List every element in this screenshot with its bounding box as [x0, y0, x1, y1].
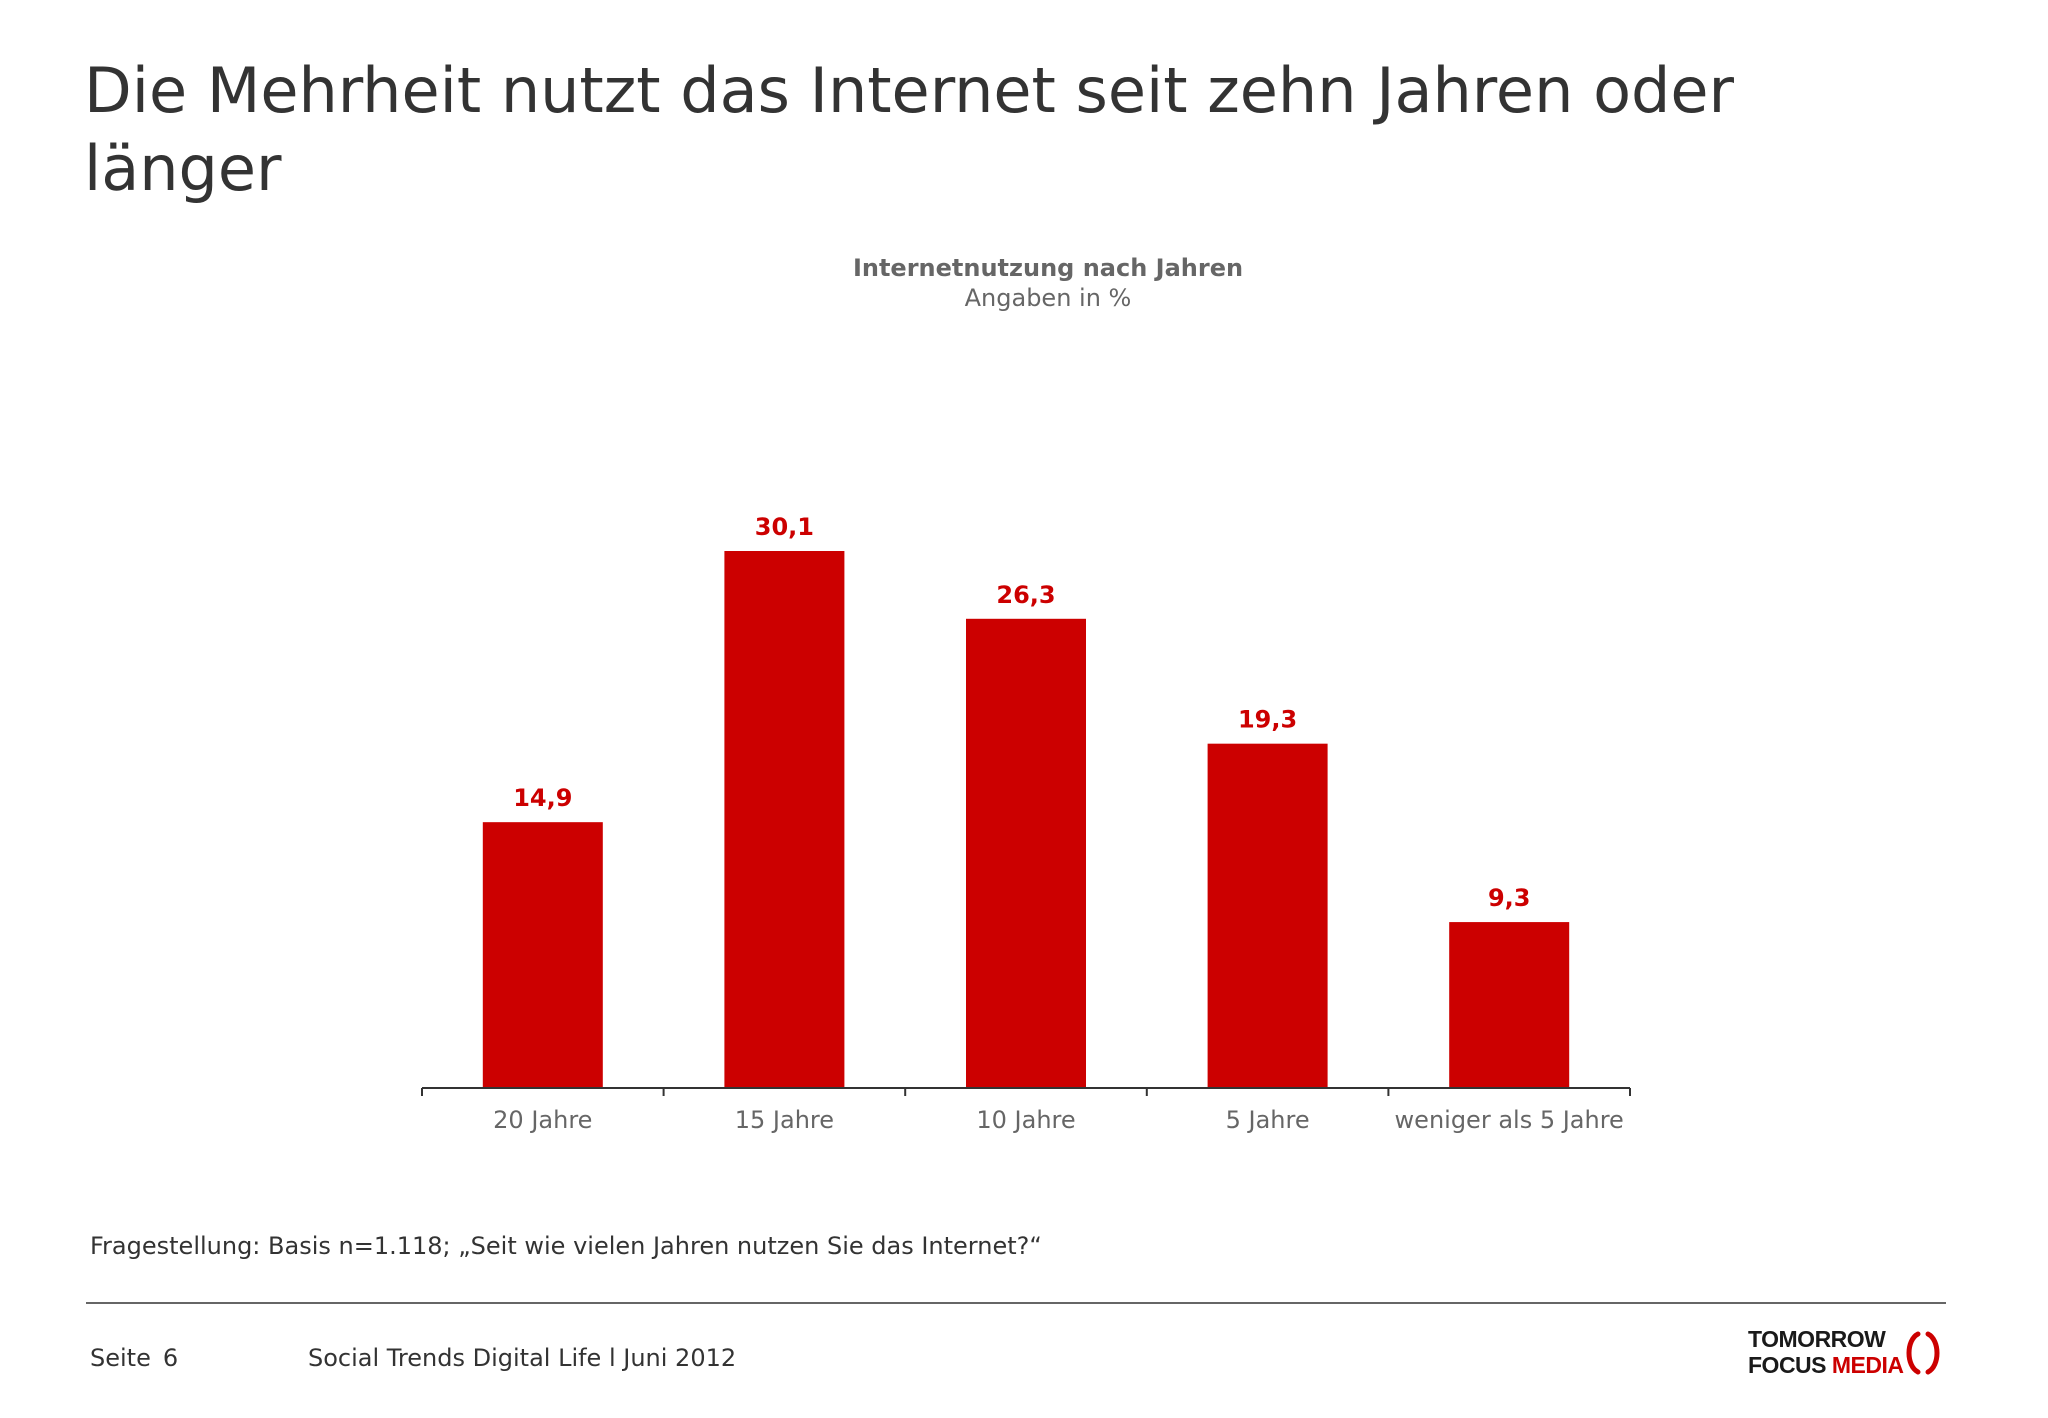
footer-divider: [86, 1302, 1946, 1304]
data-label-0: 14,9: [513, 784, 572, 812]
page-number-value: 6: [162, 1344, 179, 1372]
logo-word-focus: FOCUS: [1748, 1352, 1827, 1378]
data-label-1: 30,1: [755, 513, 814, 541]
data-label-4: 9,3: [1488, 884, 1531, 912]
footer-title: Social Trends Digital Life l Juni 2012: [308, 1344, 737, 1372]
x-tick-label-2: 10 Jahre: [976, 1106, 1075, 1134]
chart-title: Internetnutzung nach Jahren: [852, 254, 1244, 282]
page-number: Seite 6: [90, 1344, 178, 1372]
page-label: Seite: [90, 1344, 151, 1372]
bar-0: [482, 822, 603, 1088]
x-tick-label-3: 5 Jahre: [1226, 1106, 1310, 1134]
page-title: Die Mehrheit nutzt das Internet seit zeh…: [84, 54, 1734, 205]
logo-line1: TOMORROW: [1748, 1326, 1886, 1352]
bar-3: [1207, 743, 1328, 1088]
chart-subtitle: Angaben in %: [964, 284, 1132, 312]
x-tick-label-4: weniger als 5 Jahre: [1395, 1106, 1624, 1134]
logo-bracket-icon: [1906, 1331, 1940, 1375]
data-label-2: 26,3: [996, 581, 1055, 609]
x-tick-label-1: 15 Jahre: [735, 1106, 834, 1134]
bar-1: [724, 551, 845, 1088]
logo-word-media: MEDIA: [1831, 1352, 1904, 1378]
data-label-3: 19,3: [1238, 706, 1297, 734]
question-note: Fragestellung: Basis n=1.118; „Seit wie …: [90, 1232, 1042, 1260]
bar-4: [1449, 922, 1570, 1088]
x-tick-label-0: 20 Jahre: [493, 1106, 592, 1134]
bar-2: [966, 618, 1086, 1088]
tomorrow-focus-media-logo: TOMORROW FOCUS MEDIA: [1748, 1326, 1948, 1378]
logo-line2: FOCUS MEDIA: [1748, 1352, 1904, 1379]
bar-chart: 14,9 20 Jahre 30,1 15 Jahre 26,3 10 Jahre 19,3…: [421, 513, 1631, 1134]
